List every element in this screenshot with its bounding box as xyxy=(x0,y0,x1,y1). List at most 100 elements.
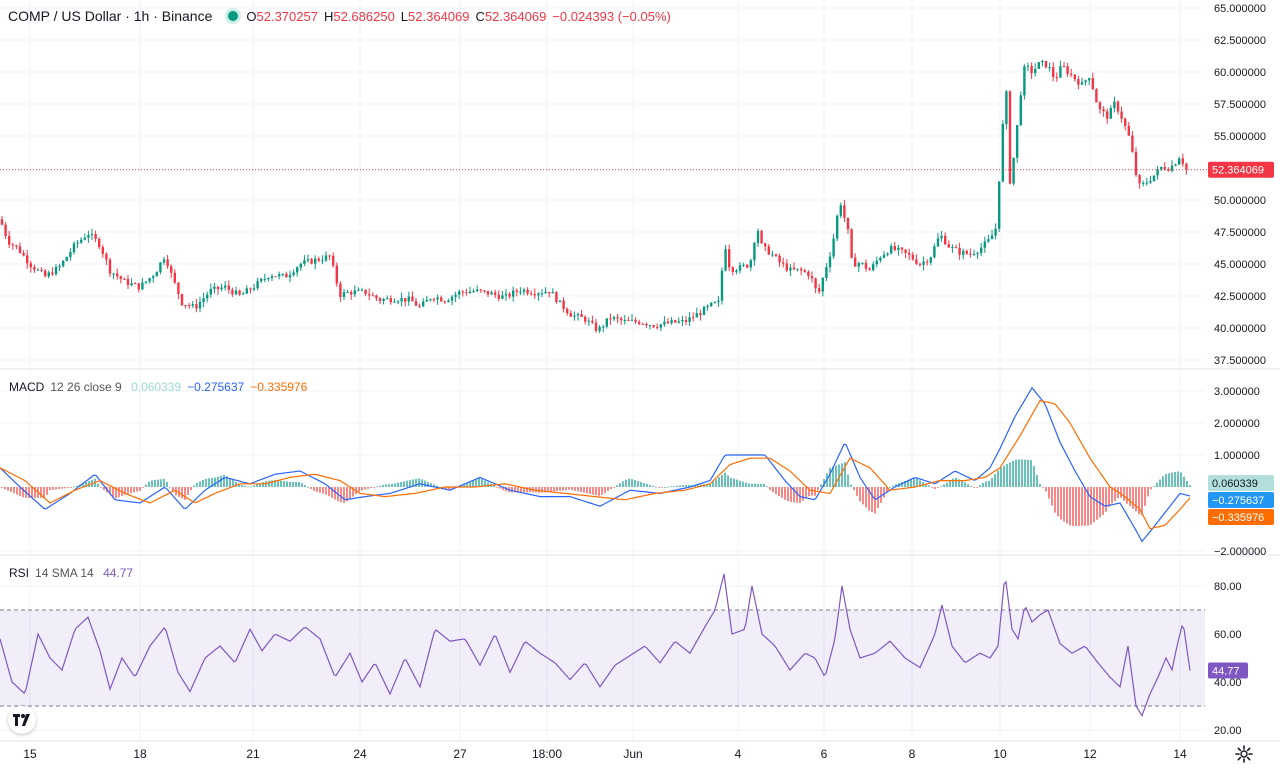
candle-body xyxy=(324,255,328,261)
macd-hist-bar xyxy=(7,487,9,491)
macd-hist-bar xyxy=(658,487,660,488)
macd-hist-bar xyxy=(163,478,165,487)
macd-hist-bar xyxy=(571,487,573,491)
macd-hist-value: 0.060339 xyxy=(131,380,182,394)
macd-hist-bar xyxy=(775,487,777,495)
candle-body xyxy=(1073,74,1076,80)
candle-body xyxy=(80,239,83,243)
last-price-tag xyxy=(1208,161,1274,178)
macd-hist-bar xyxy=(277,480,279,487)
macd-hist-bar xyxy=(58,487,60,490)
macd-hist-bar xyxy=(1051,487,1053,506)
candle-body xyxy=(753,243,756,261)
candle-body xyxy=(746,264,749,268)
candle-body xyxy=(998,181,1001,229)
candle-body xyxy=(857,263,860,267)
tradingview-logo-icon[interactable] xyxy=(8,706,36,734)
macd-hist-bar xyxy=(577,487,579,492)
rsi-axis-label: 80.00 xyxy=(1214,581,1242,593)
macd-hist-bar xyxy=(328,487,330,497)
candle-body xyxy=(1019,95,1022,126)
time-axis-label: 18:00 xyxy=(532,747,562,761)
candle-body xyxy=(890,245,893,254)
candle-body xyxy=(58,266,61,268)
macd-hist-bar xyxy=(151,480,153,487)
candle-body xyxy=(1152,175,1156,181)
macd-hist-bar xyxy=(850,484,852,487)
candle-body xyxy=(170,266,173,273)
settings-gear-icon[interactable] xyxy=(1234,744,1254,764)
macd-hist-bar xyxy=(295,481,297,487)
candle-body xyxy=(72,243,76,253)
symbol-title[interactable]: COMP / US Dollar · 1h · Binance xyxy=(8,8,213,24)
candle-body xyxy=(1127,125,1130,136)
candle-body xyxy=(1070,73,1073,75)
macd-hist-bar xyxy=(319,487,321,493)
macd-hist-bar xyxy=(970,486,972,487)
macd-hist-bar xyxy=(1027,459,1029,487)
macd-hist-bar xyxy=(796,487,798,503)
macd-hist-bar xyxy=(331,487,333,498)
macd-hist-bar xyxy=(187,487,189,495)
candle-body xyxy=(8,236,11,245)
macd-hist-bar xyxy=(1156,482,1158,487)
price-axis-label: 57.500000 xyxy=(1214,99,1266,111)
candle-body xyxy=(587,320,590,322)
candle-body xyxy=(432,299,436,301)
macd-hist-bar xyxy=(1171,472,1173,487)
candle-body xyxy=(404,298,407,302)
candle-body xyxy=(1098,102,1102,110)
macd-hist-bar xyxy=(709,483,711,487)
candle-body xyxy=(216,286,220,290)
candle-body xyxy=(29,263,32,268)
macd-hist-bar xyxy=(586,487,588,494)
macd-hist-bar xyxy=(829,467,831,487)
candle-body xyxy=(774,254,778,256)
macd-axis-label: 1.000000 xyxy=(1214,450,1260,462)
macd-hist-bar xyxy=(310,487,312,489)
macd-hist-bar xyxy=(244,485,246,487)
macd-hist-bar xyxy=(925,483,927,487)
macd-hist-bar xyxy=(382,484,384,487)
macd-hist-bar xyxy=(193,485,195,487)
macd-hist-bar xyxy=(109,487,111,495)
candle-body xyxy=(443,301,446,303)
macd-hist-bar xyxy=(1033,466,1035,487)
macd-hist-bar xyxy=(61,487,63,489)
candle-body xyxy=(609,318,612,320)
candle-body xyxy=(224,285,227,288)
macd-hist-bar xyxy=(322,487,324,494)
macd-hist-bar xyxy=(445,487,447,490)
time-axis-label: 27 xyxy=(453,747,467,761)
macd-hist-bar xyxy=(1150,487,1152,490)
candle-body xyxy=(382,299,385,302)
candle-body xyxy=(1026,65,1030,67)
candle-body xyxy=(134,283,137,285)
candle-body xyxy=(1116,101,1120,112)
macd-hist-bar xyxy=(76,485,78,487)
candle-body xyxy=(695,313,698,318)
macd-hist-bar xyxy=(157,479,159,487)
candle-body xyxy=(1160,167,1163,170)
macd-hist-bar xyxy=(268,480,270,487)
candle-body xyxy=(234,290,238,295)
macd-hist-bar xyxy=(886,487,888,493)
macd-hist-bar xyxy=(412,479,414,487)
macd-hist-bar xyxy=(10,487,12,492)
macd-hist-bar xyxy=(4,487,6,490)
candle-body xyxy=(126,278,130,286)
candle-body xyxy=(112,273,115,275)
candle-body xyxy=(483,290,486,292)
macd-hist-bar xyxy=(1042,487,1044,488)
candle-body xyxy=(342,292,346,298)
macd-hist-bar xyxy=(46,487,48,495)
macd-hist-bar xyxy=(124,487,126,495)
candle-body xyxy=(350,292,353,295)
macd-legend[interactable]: MACD 12 26 close 9 0.060339 −0.275637 −0.33… xyxy=(9,380,313,394)
rsi-legend[interactable]: RSI 14 SMA 14 44.77 xyxy=(9,566,139,580)
candle-body xyxy=(702,306,706,315)
candle-body xyxy=(1001,124,1004,182)
candle-body xyxy=(940,235,943,239)
candle-body xyxy=(1023,66,1026,96)
